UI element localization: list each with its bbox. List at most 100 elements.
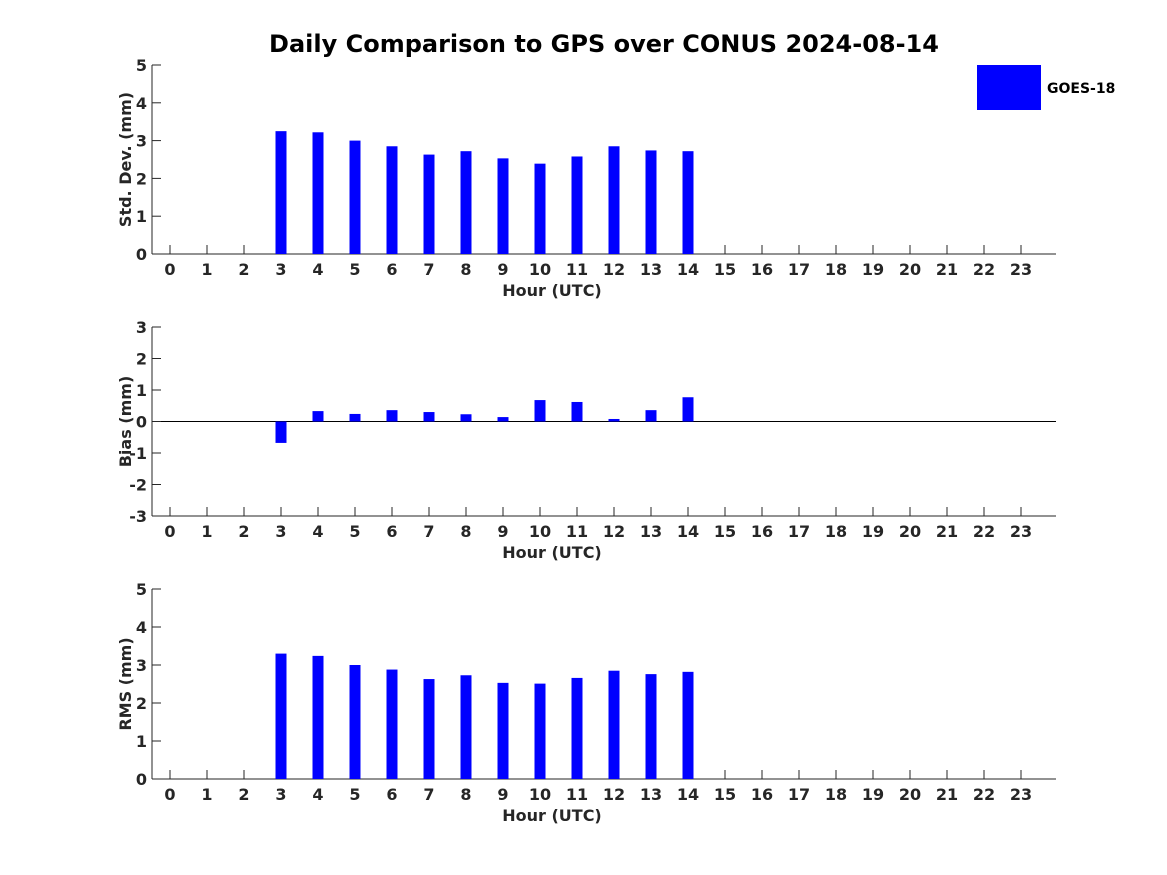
x-tick-label: 19 <box>862 260 884 279</box>
x-tick-label: 18 <box>825 260 847 279</box>
x-tick-label: 21 <box>936 522 958 541</box>
bar-std-dev-hour-14 <box>682 151 694 254</box>
bar-rms-hour-13 <box>645 674 657 779</box>
x-tick-label: 4 <box>312 522 323 541</box>
x-tick-label: 8 <box>460 785 471 804</box>
bar-bias-hour-5 <box>349 413 361 422</box>
legend-label-goes-18: GOES-18 <box>1047 81 1115 97</box>
bar-rms-hour-9 <box>497 682 509 779</box>
bar-std-dev-hour-6 <box>386 146 398 254</box>
x-tick-label: 2 <box>238 522 249 541</box>
x-tick-label: 0 <box>164 260 175 279</box>
x-tick-label: 2 <box>238 260 249 279</box>
bar-bias-hour-14 <box>682 397 694 422</box>
bar-bias-hour-12 <box>608 418 620 422</box>
bar-std-dev-hour-9 <box>497 158 509 254</box>
bar-bias-hour-11 <box>571 401 583 422</box>
x-tick-label: 20 <box>899 260 921 279</box>
y-tick-label: 2 <box>136 694 147 713</box>
y-tick-label: -2 <box>129 476 147 495</box>
bar-rms-hour-4 <box>312 655 324 779</box>
x-tick-label: 11 <box>566 785 588 804</box>
bar-bias-hour-13 <box>645 410 657 422</box>
x-tick-label: 1 <box>201 785 212 804</box>
x-tick-label: 11 <box>566 522 588 541</box>
bar-std-dev-hour-12 <box>608 146 620 254</box>
bar-bias-hour-8 <box>460 414 472 422</box>
x-tick-label: 6 <box>386 260 397 279</box>
x-tick-label: 20 <box>899 785 921 804</box>
x-tick-label: 16 <box>751 260 773 279</box>
x-tick-label: 14 <box>677 522 699 541</box>
y-tick-label: 4 <box>136 94 147 113</box>
x-tick-label: 23 <box>1010 260 1032 279</box>
x-tick-label: 10 <box>529 522 551 541</box>
x-tick-label: 18 <box>825 785 847 804</box>
x-tick-label: 11 <box>566 260 588 279</box>
bar-bias-hour-6 <box>386 410 398 422</box>
x-tick-label: 15 <box>714 785 736 804</box>
x-tick-label: 3 <box>275 785 286 804</box>
x-tick-label: 5 <box>349 260 360 279</box>
legend: GOES-18 <box>977 65 1115 110</box>
x-tick-label: 6 <box>386 522 397 541</box>
x-tick-label: 1 <box>201 260 212 279</box>
y-tick-label: 5 <box>136 56 147 75</box>
x-tick-label: 4 <box>312 260 323 279</box>
x-axis-label: Hour (UTC) <box>502 281 602 300</box>
bar-bias-hour-9 <box>497 417 509 422</box>
bar-rms-hour-6 <box>386 669 398 779</box>
bar-std-dev-hour-7 <box>423 154 435 254</box>
x-tick-label: 8 <box>460 522 471 541</box>
x-tick-label: 6 <box>386 785 397 804</box>
x-tick-label: 5 <box>349 785 360 804</box>
y-tick-label: 1 <box>136 732 147 751</box>
x-tick-label: 7 <box>423 522 434 541</box>
x-tick-label: 14 <box>677 260 699 279</box>
x-tick-label: 22 <box>973 785 995 804</box>
bar-rms-hour-7 <box>423 679 435 779</box>
x-tick-label: 15 <box>714 522 736 541</box>
x-tick-label: 13 <box>640 522 662 541</box>
y-tick-label: 0 <box>136 770 147 789</box>
x-tick-label: 22 <box>973 522 995 541</box>
y-tick-label: 5 <box>136 580 147 599</box>
x-tick-label: 18 <box>825 522 847 541</box>
bar-std-dev-hour-11 <box>571 156 583 254</box>
bar-rms-hour-8 <box>460 675 472 779</box>
x-tick-label: 1 <box>201 522 212 541</box>
x-tick-label: 5 <box>349 522 360 541</box>
x-tick-label: 9 <box>497 260 508 279</box>
x-tick-label: 3 <box>275 260 286 279</box>
y-tick-label: 2 <box>136 169 147 188</box>
y-tick-label: 3 <box>136 132 147 151</box>
x-tick-label: 23 <box>1010 522 1032 541</box>
x-tick-label: 19 <box>862 785 884 804</box>
bar-bias-hour-4 <box>312 411 324 422</box>
x-tick-label: 2 <box>238 785 249 804</box>
x-tick-label: 10 <box>529 260 551 279</box>
x-tick-label: 7 <box>423 785 434 804</box>
y-axis-label: Bias (mm) <box>116 376 135 468</box>
bar-rms-hour-5 <box>349 665 361 779</box>
y-tick-label: 2 <box>136 350 147 369</box>
x-tick-label: 16 <box>751 522 773 541</box>
bar-bias-hour-10 <box>534 400 546 422</box>
x-tick-label: 7 <box>423 260 434 279</box>
bar-std-dev-hour-3 <box>275 131 287 254</box>
y-axis-label: Std. Dev. (mm) <box>116 92 135 227</box>
x-tick-label: 16 <box>751 785 773 804</box>
x-tick-label: 9 <box>497 522 508 541</box>
x-tick-label: 17 <box>788 260 810 279</box>
bar-std-dev-hour-13 <box>645 150 657 254</box>
x-tick-label: 14 <box>677 785 699 804</box>
x-tick-label: 21 <box>936 785 958 804</box>
bar-rms-hour-12 <box>608 670 620 779</box>
x-tick-label: 4 <box>312 785 323 804</box>
y-tick-label: -3 <box>129 507 147 526</box>
x-tick-label: 15 <box>714 260 736 279</box>
